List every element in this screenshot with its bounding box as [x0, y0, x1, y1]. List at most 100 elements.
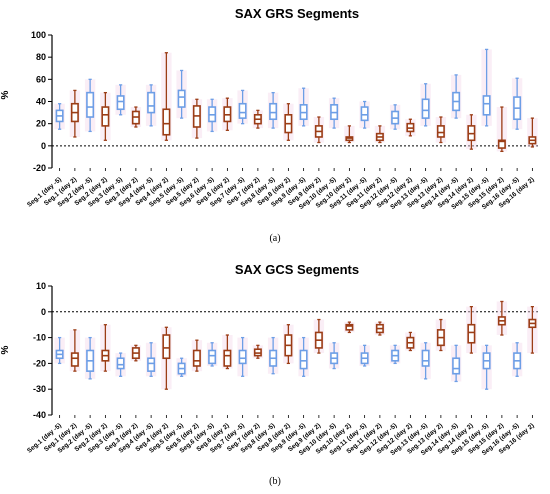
gcs-iqr-box	[223, 349, 232, 367]
grs-box-15	[267, 91, 279, 129]
gcs-box-27	[450, 344, 462, 383]
gcs-box-28	[466, 305, 477, 354]
grs-box-9	[176, 69, 187, 119]
grs-box-22	[374, 125, 386, 144]
grs-box-6	[130, 106, 142, 128]
gcs-iqr-box	[452, 357, 461, 375]
gcs-y-tick-label: 0	[41, 307, 46, 317]
gcs-box-9	[176, 357, 187, 377]
grs-box-26	[435, 116, 447, 144]
grs-box-14	[252, 109, 264, 129]
gcs-box-31	[511, 342, 523, 377]
grs-box-31	[511, 77, 523, 130]
gcs-box-7	[145, 342, 157, 377]
gcs-box-5	[115, 352, 126, 377]
gcs-y-tick-label: -20	[33, 358, 46, 368]
gcs-box-22	[374, 321, 386, 336]
gcs-box-1	[54, 336, 65, 365]
grs-iqr-box	[147, 91, 156, 114]
grs-box-13	[237, 89, 248, 125]
gcs-box-4	[100, 324, 111, 372]
gcs-iqr-box	[238, 349, 247, 365]
grs-box-7	[145, 84, 157, 127]
grs-iqr-box	[238, 102, 247, 119]
gcs-box-24	[405, 331, 416, 352]
grs-box-30	[496, 106, 508, 153]
gcs-iqr-box	[467, 323, 476, 344]
grs-box-18	[313, 116, 325, 144]
gcs-box-32	[527, 305, 538, 354]
gcs-iqr-box	[147, 357, 156, 372]
gcs-y-tick-label: -10	[33, 333, 46, 343]
grs-chart: SAX GRS Segments % -20020406080100Seg.1 …	[0, 6, 540, 244]
grs-y-tick-label: 20	[36, 119, 46, 129]
gcs-box-20	[344, 321, 355, 334]
grs-box-2	[69, 89, 81, 138]
gcs-box-11	[206, 342, 218, 367]
grs-box-10	[191, 98, 203, 139]
gcs-iqr-box	[208, 349, 217, 365]
grs-chart-title: SAX GRS Segments	[235, 6, 359, 21]
gcs-iqr-box	[116, 357, 125, 370]
gcs-iqr-box	[345, 323, 354, 331]
grs-iqr-box	[177, 89, 186, 108]
grs-iqr-box	[360, 106, 369, 122]
grs-iqr-box	[497, 139, 506, 149]
grs-box-1	[54, 103, 65, 130]
grs-box-23	[389, 104, 401, 130]
grs-y-tick-label: 40	[36, 97, 46, 107]
grs-box-29	[481, 48, 492, 127]
gcs-iqr-box	[421, 349, 430, 367]
grs-box-5	[115, 84, 126, 116]
gcs-box-23	[389, 344, 401, 365]
panel-label-a: (a)	[269, 233, 280, 244]
grs-y-tick-label: -20	[33, 163, 46, 173]
grs-iqr-box	[116, 95, 125, 111]
grs-iqr-box	[436, 125, 445, 138]
grs-y-tick-label: 60	[36, 74, 46, 84]
grs-y-tick-label: 80	[36, 52, 46, 62]
grs-y-tick-label: 100	[31, 30, 46, 40]
gcs-box-29	[481, 344, 492, 390]
grs-box-20	[344, 125, 355, 144]
gcs-box-2	[69, 329, 81, 372]
gcs-box-16	[283, 324, 294, 365]
gcs-box-15	[267, 336, 279, 375]
grs-box-17	[298, 87, 309, 127]
grs-box-8	[161, 52, 172, 141]
gcs-box-21	[359, 344, 370, 367]
grs-box-4	[100, 91, 111, 141]
grs-iqr-box	[482, 95, 491, 116]
gcs-box-3	[84, 336, 96, 380]
gcs-box-10	[191, 339, 203, 372]
grs-box-21	[359, 100, 370, 129]
gcs-box-30	[496, 300, 508, 336]
gcs-box-8	[161, 326, 172, 390]
gcs-iqr-box	[70, 352, 79, 367]
gcs-box-6	[130, 344, 142, 362]
grs-iqr-box	[101, 106, 110, 127]
grs-box-27	[450, 74, 462, 119]
gcs-box-14	[252, 344, 264, 359]
gcs-iqr-box	[162, 334, 171, 360]
grs-y-tick-label: 0	[41, 141, 46, 151]
grs-y-axis-label: %	[0, 90, 11, 99]
gcs-chart: SAX GCS Segments % -40-30-20-10010Seg.1 …	[0, 262, 540, 487]
grs-box-28	[466, 114, 477, 150]
panel-label-b: (b)	[269, 476, 281, 487]
gcs-box-18	[313, 318, 325, 354]
grs-box-25	[420, 83, 431, 127]
grs-box-19	[328, 97, 340, 129]
gcs-box-13	[237, 336, 248, 377]
gcs-y-tick-label: -40	[33, 410, 46, 420]
grs-iqr-box	[162, 108, 171, 136]
grs-box-32	[527, 117, 538, 148]
grs-box-16	[283, 103, 294, 141]
gcs-y-axis-label: %	[0, 345, 11, 354]
grs-iqr-box	[269, 102, 278, 121]
gcs-box-12	[222, 334, 233, 370]
grs-box-12	[222, 97, 233, 131]
gcs-box-26	[435, 318, 447, 352]
grs-iqr-box	[421, 98, 430, 119]
